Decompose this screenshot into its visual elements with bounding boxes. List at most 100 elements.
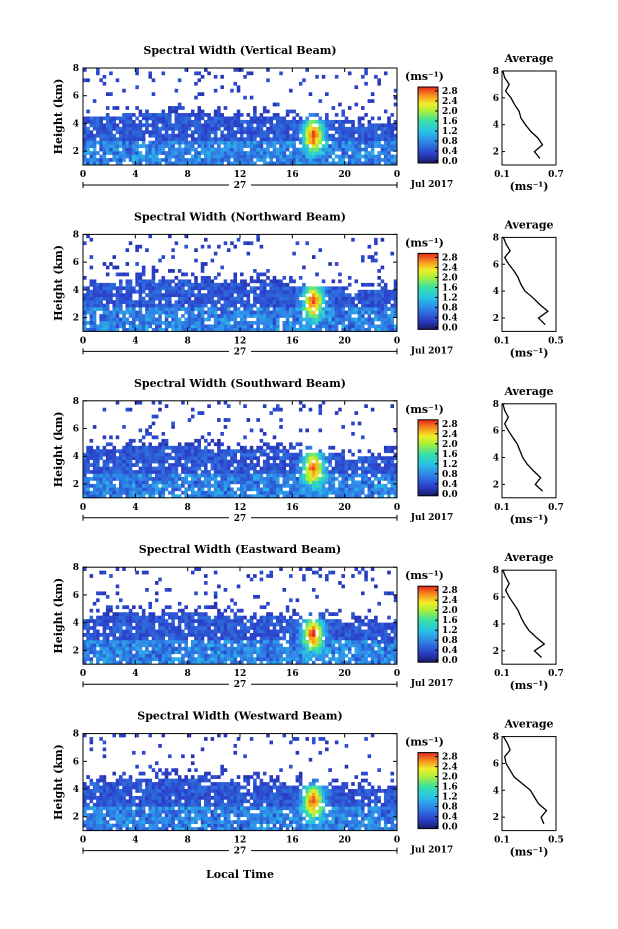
- heatmap-cell: [109, 487, 113, 492]
- heatmap-cell: [207, 442, 211, 447]
- heatmap-cell: [187, 449, 192, 454]
- heatmap-cell: [125, 407, 130, 412]
- heatmap-cell: [308, 314, 313, 318]
- heatmap-cell: [383, 459, 388, 464]
- heatmap-cell: [380, 470, 385, 474]
- heatmap-cell: [321, 494, 326, 499]
- heatmap-cell: [112, 140, 117, 145]
- heatmap-cell: [210, 286, 215, 291]
- heatmap-cell: [256, 480, 260, 485]
- heatmap-cell: [351, 133, 355, 138]
- heatmap-cell: [315, 293, 319, 298]
- heatmap-cell: [233, 244, 238, 249]
- heatmap-cell: [154, 639, 159, 644]
- heatmap-cell: [223, 473, 228, 478]
- heatmap-cell: [190, 449, 195, 454]
- heatmap-cell: [338, 119, 342, 124]
- heatmap-cell: [377, 324, 381, 329]
- heatmap-cell: [377, 275, 381, 280]
- heatmap-cell: [96, 449, 100, 454]
- heatmap-cell: [292, 646, 296, 651]
- heatmap-cell: [204, 133, 208, 138]
- heatmap-cell: [305, 470, 309, 474]
- heatmap-cell: [86, 477, 90, 481]
- heatmap-cell: [344, 293, 349, 298]
- heatmap-cell: [181, 324, 185, 329]
- heatmap-cell: [141, 321, 146, 325]
- heatmap-cell: [112, 293, 117, 298]
- heatmap-cell: [96, 483, 100, 488]
- heatmap-cell: [279, 483, 283, 488]
- heatmap-cell: [334, 456, 339, 460]
- heatmap-cell: [112, 144, 117, 148]
- heatmap-cell: [315, 119, 319, 124]
- heatmap-cell: [190, 414, 195, 419]
- heatmap-cell: [138, 289, 143, 294]
- heatmap-cell: [321, 310, 326, 315]
- heatmap-cell: [285, 161, 290, 166]
- heatmap-cell: [223, 400, 228, 405]
- heatmap-cell: [341, 161, 345, 166]
- heatmap-cell: [96, 68, 100, 72]
- heatmap-cell: [354, 296, 359, 301]
- heatmap-cell: [105, 456, 110, 460]
- heatmap-cell: [262, 317, 267, 322]
- heatmap-cell: [151, 470, 156, 474]
- heatmap-cell: [272, 161, 277, 166]
- heatmap-cell: [289, 123, 293, 128]
- heatmap-cell: [171, 161, 175, 166]
- heatmap-cell: [311, 140, 316, 145]
- heatmap-cell: [89, 303, 94, 308]
- heatmap-cell: [282, 133, 287, 138]
- heatmap-cell: [318, 296, 323, 301]
- heatmap-cell: [181, 123, 185, 128]
- heatmap-cell: [86, 480, 90, 485]
- heatmap-cell: [213, 307, 218, 311]
- heatmap-cell: [177, 633, 182, 637]
- heatmap-cell: [285, 494, 290, 499]
- heatmap-cell: [190, 158, 195, 162]
- heatmap-cell: [187, 286, 192, 291]
- heatmap-cell: [164, 404, 169, 409]
- heatmap-cell: [315, 296, 319, 301]
- heatmap-cell: [308, 300, 313, 304]
- heatmap-cell: [83, 158, 87, 162]
- heatmap-cell: [168, 633, 172, 637]
- heatmap-cell: [380, 639, 385, 644]
- heatmap-cell: [334, 459, 339, 464]
- heatmap-cell: [226, 147, 231, 152]
- heatmap-cell: [302, 456, 306, 460]
- heatmap-cell: [151, 490, 156, 495]
- heatmap-cell: [315, 483, 319, 488]
- heatmap-cell: [128, 660, 133, 665]
- heatmap-cell: [96, 289, 100, 294]
- heatmap-cell: [341, 147, 345, 152]
- heatmap-cell: [236, 327, 241, 332]
- heatmap-cell: [148, 314, 152, 318]
- heatmap-cell: [141, 116, 146, 121]
- heatmap-cell: [164, 442, 169, 447]
- heatmap-cell: [112, 317, 117, 322]
- heatmap-cell: [390, 653, 395, 658]
- heatmap-cell: [187, 161, 192, 166]
- heatmap-cell: [105, 265, 110, 270]
- heatmap-cell: [325, 300, 329, 304]
- heatmap-cell: [148, 466, 152, 471]
- heatmap-cell: [197, 296, 202, 301]
- heatmap-cell: [210, 303, 215, 308]
- heatmap-cell: [279, 282, 283, 287]
- heatmap-cell: [243, 310, 247, 315]
- heatmap-cell: [200, 265, 205, 270]
- heatmap-cell: [269, 445, 274, 450]
- heatmap-cell: [305, 158, 309, 162]
- heatmap-cell: [305, 133, 309, 138]
- heatmap-cell: [105, 487, 110, 492]
- heatmap-cell: [233, 327, 238, 332]
- heatmap-cell: [383, 449, 388, 454]
- heatmap-cell: [204, 463, 208, 467]
- heatmap-cell: [315, 161, 319, 166]
- heatmap-cell: [282, 650, 287, 655]
- heatmap-cell: [377, 151, 381, 155]
- heatmap-cell: [148, 494, 152, 499]
- heatmap-cell: [102, 407, 107, 412]
